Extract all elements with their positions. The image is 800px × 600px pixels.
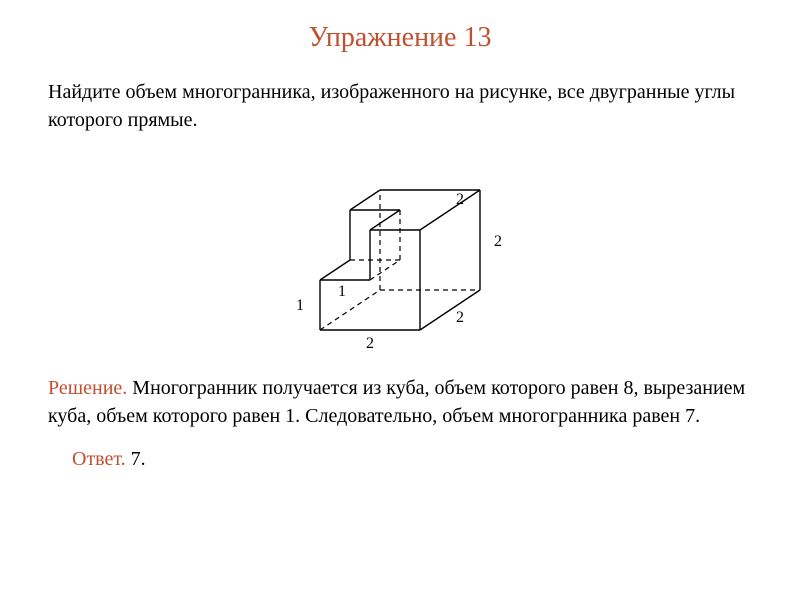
polyhedron-figure: 1 1 2 2 2 2	[260, 150, 540, 360]
dim-notch-1: 1	[338, 283, 346, 300]
dim-depth-2: 2	[456, 309, 464, 326]
polyhedron-svg: 1 1 2 2 2 2	[260, 150, 540, 360]
solution-label: Решение.	[48, 377, 127, 399]
dim-front-2: 2	[366, 335, 374, 352]
dim-right-2: 2	[494, 233, 502, 250]
exercise-title: Упражнение 13	[0, 0, 800, 66]
dim-left-1: 1	[296, 297, 304, 314]
answer-label: Ответ.	[72, 448, 126, 470]
answer-value: 7.	[126, 448, 146, 470]
problem-statement: Найдите объем многогранника, изображенно…	[0, 66, 800, 142]
answer-block: Ответ. 7.	[0, 434, 800, 475]
figure-container: 1 1 2 2 2 2	[0, 142, 800, 364]
solution-text: Многогранник получается из куба, объем к…	[48, 377, 745, 427]
dim-top-2: 2	[456, 191, 464, 208]
solution-block: Решение. Многогранник получается из куба…	[0, 364, 800, 434]
